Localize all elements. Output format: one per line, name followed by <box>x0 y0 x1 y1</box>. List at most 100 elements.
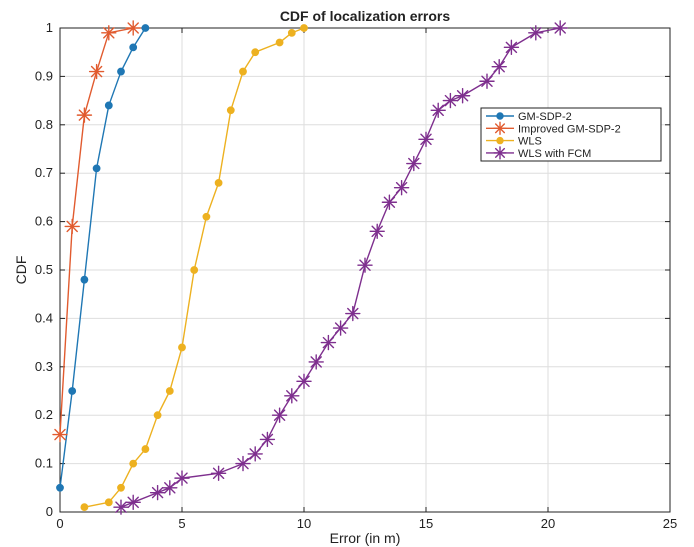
data-point-dot <box>68 387 77 395</box>
chart-title: CDF of localization errors <box>280 8 451 24</box>
data-point-star <box>64 218 80 235</box>
data-point-star <box>454 88 471 104</box>
legend-marker-star <box>493 146 507 160</box>
data-point-dot <box>104 498 113 507</box>
x-tick-label: 20 <box>541 516 555 531</box>
data-point-star <box>418 131 434 148</box>
series-line <box>120 27 561 508</box>
data-point-star <box>149 484 166 501</box>
data-point-dot <box>117 483 125 492</box>
data-point-dot <box>117 67 125 76</box>
data-point-dot <box>92 164 101 173</box>
data-point-star <box>259 431 276 448</box>
data-point-star <box>479 73 495 89</box>
legend-item: GM-SDP-2 <box>486 111 572 123</box>
data-point-dot <box>141 445 150 453</box>
series-1 <box>52 20 141 443</box>
tick-layer: 0 5 10 15 20 25 0 0.1 0.2 0.3 0.4 0.5 0.6 0.7 0.8 0.9 1 <box>35 20 677 531</box>
data-point-dot <box>239 67 247 76</box>
data-point-dot <box>104 101 113 110</box>
data-point-dot <box>190 266 199 274</box>
data-point-dot <box>80 275 89 284</box>
data-point-star <box>528 25 544 41</box>
y-tick-label: 0.4 <box>35 310 53 325</box>
x-tick-label: 25 <box>663 516 677 531</box>
data-point-star <box>442 92 459 109</box>
data-point-dot <box>129 43 138 52</box>
data-point-dot <box>141 24 150 32</box>
y-tick-label: 1 <box>46 20 53 35</box>
data-point-dot <box>300 24 308 32</box>
data-point-star <box>308 354 324 370</box>
series-2 <box>80 24 308 512</box>
legend-marker-star <box>493 121 507 136</box>
legend-box <box>480 107 662 162</box>
data-point-star <box>393 180 410 196</box>
y-tick-label: 0.3 <box>35 359 53 374</box>
data-point-star <box>430 102 446 118</box>
series-layer <box>52 20 568 515</box>
series-line <box>59 27 134 435</box>
series-3 <box>113 20 568 515</box>
y-tick-label: 0.5 <box>35 262 53 277</box>
data-point-star <box>113 499 129 515</box>
data-point-star <box>76 107 93 123</box>
x-tick-label: 15 <box>419 516 433 531</box>
y-tick-label: 0.9 <box>35 68 53 83</box>
data-point-dot <box>275 38 284 47</box>
legend-item: WLS <box>486 136 542 148</box>
y-tick-label: 0.2 <box>35 407 53 422</box>
data-point-star <box>162 480 178 496</box>
legend-label: Improved GM-SDP-2 <box>518 123 621 135</box>
y-tick-label: 0.7 <box>35 165 53 180</box>
data-point-dot <box>153 411 162 420</box>
data-point-star <box>369 223 385 239</box>
data-point-dot <box>56 483 64 492</box>
data-point-star <box>503 39 520 56</box>
data-point-star <box>320 334 337 351</box>
y-tick-label: 0.6 <box>35 214 53 229</box>
data-point-star <box>88 63 105 80</box>
y-tick-label: 0.1 <box>35 456 53 471</box>
legend-label: WLS with FCM <box>518 148 591 160</box>
y-axis-label: CDF <box>13 256 29 285</box>
data-point-star <box>406 155 422 172</box>
data-point-star <box>491 59 507 75</box>
x-tick-label: 10 <box>297 516 311 531</box>
data-point-dot <box>287 28 296 37</box>
data-point-star <box>552 20 568 36</box>
data-point-dot <box>80 503 89 512</box>
x-axis-label: Error (in m) <box>330 530 401 546</box>
data-point-dot <box>202 212 211 221</box>
data-point-dot <box>226 106 235 115</box>
legend-marker-dot <box>496 112 504 120</box>
data-point-star <box>357 257 373 273</box>
data-point-dot <box>165 387 174 395</box>
data-point-star <box>125 494 141 511</box>
data-point-star <box>52 426 68 443</box>
data-point-star <box>332 320 349 336</box>
legend-label: GM-SDP-2 <box>518 111 572 123</box>
data-point-star <box>235 455 251 472</box>
data-point-star <box>381 194 398 210</box>
legend-item: WLS with FCM <box>486 146 591 160</box>
y-tick-label: 0.8 <box>35 117 53 132</box>
data-point-dot <box>129 459 138 468</box>
legend-marker-dot <box>496 136 504 145</box>
x-tick-label: 0 <box>56 516 63 531</box>
data-point-star <box>296 373 312 390</box>
data-point-star <box>345 305 361 322</box>
data-point-star <box>210 465 227 481</box>
data-point-dot <box>251 48 260 57</box>
data-point-dot <box>214 178 223 187</box>
x-tick-label: 5 <box>178 516 185 531</box>
data-point-star <box>247 446 263 462</box>
data-point-star <box>101 25 117 41</box>
y-tick-label: 0 <box>46 504 53 519</box>
data-point-star <box>284 388 300 404</box>
data-point-star <box>125 20 141 36</box>
series-line <box>59 27 146 488</box>
